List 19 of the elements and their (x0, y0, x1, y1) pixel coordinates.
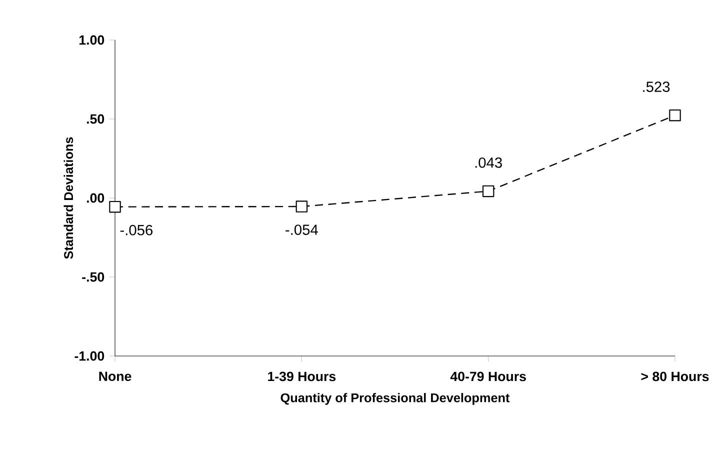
point (109, 200, 121, 213)
y-tick-label: .50 (86, 114, 104, 124)
point (482, 185, 494, 198)
data-label: .043 (475, 157, 502, 168)
x-axis-title: Quantity of Professional Development (280, 393, 510, 405)
data-label: -.054 (286, 224, 318, 235)
y-tick-label: -1.00 (74, 351, 104, 361)
y-tick-label: 1.00 (79, 35, 104, 45)
x-tick-label: > 80 Hours (641, 372, 709, 382)
y-axis-title: Standard Deviations (64, 137, 74, 259)
data-label: .523 (643, 82, 670, 92)
x-tick-label: None (99, 372, 132, 382)
y-tick-label: .00 (86, 193, 104, 203)
x-tick-label: 1-39 Hours (268, 372, 336, 382)
y-tick-label: -.50 (82, 272, 104, 282)
point (669, 109, 681, 122)
point (296, 200, 308, 212)
x-tick-label: 40-79 Hours (450, 372, 526, 382)
data-label: -.056 (120, 224, 152, 236)
